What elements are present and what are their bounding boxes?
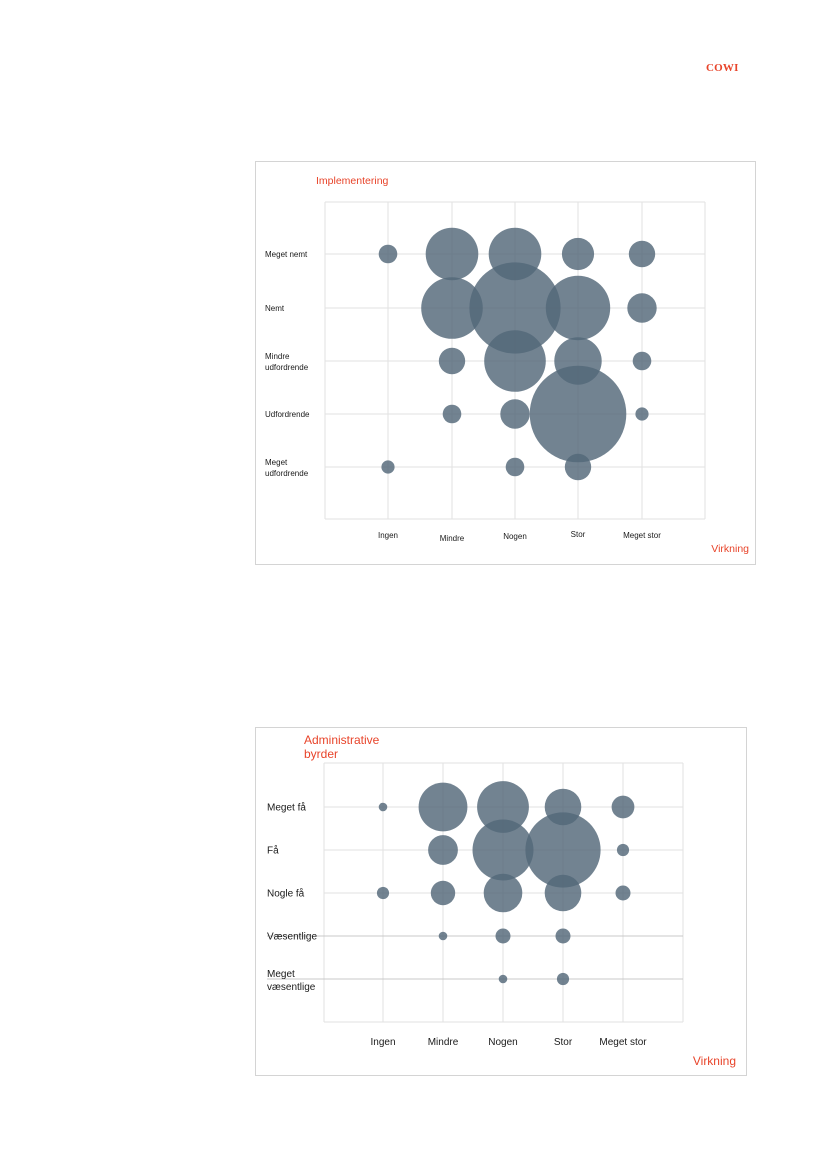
y-tick-label-meget-nemt: Meget nemt <box>265 250 308 259</box>
bubble-stor-meget-vaesentlige <box>556 972 570 986</box>
bubble-mindre-nogle-fa <box>430 880 456 906</box>
y-tick-label-nemt: Nemt <box>265 304 285 313</box>
bubble-meget-stor-mindre-udfordrende <box>632 351 652 371</box>
bubble-meget-stor-meget-fa <box>611 795 635 819</box>
bubble-meget-stor-nemt <box>627 293 657 323</box>
bubble-stor-nogle-fa <box>544 874 582 912</box>
bubble-chart-administrative-byrder: Meget få Få Nogle få Væsentlige Meget væsentl… <box>255 727 747 1076</box>
y-tick-label-udfordrende: Udfordrende <box>265 410 310 419</box>
y-axis-title: Implementering <box>316 175 389 187</box>
bubble-stor-nemt <box>545 275 611 341</box>
bubble-mindre-fa <box>428 835 458 865</box>
bubble-stor-fa <box>525 812 601 888</box>
bubble-ingen-meget-nemt <box>378 244 398 264</box>
bubble-nogen-meget-fa <box>477 781 529 833</box>
x-axis-title: Virkning <box>711 543 749 555</box>
bubble-meget-stor-udfordrende <box>635 407 649 421</box>
y-tick-label-fa: Få <box>267 845 279 857</box>
x-tick-label-mindre: Mindre <box>428 1037 459 1048</box>
x-tick-label-nogen: Nogen <box>488 1037 517 1048</box>
bubble-nogen-udfordrende <box>500 399 530 429</box>
x-axis-title: Virkning <box>693 1054 736 1068</box>
y-tick-label-vaesentlige: Væsentlige <box>267 932 317 943</box>
bubble-nogen-fa <box>472 819 534 881</box>
x-tick-label-meget-stor: Meget stor <box>599 1037 647 1048</box>
bubble-ingen-meget-udfordrende <box>381 460 395 474</box>
bubble-stor-udfordrende <box>529 365 627 463</box>
y-axis-title: Administrative byrder <box>304 733 380 761</box>
x-tick-label-meget-stor: Meget stor <box>623 531 661 540</box>
bubble-meget-stor-fa <box>616 843 630 857</box>
y-tick-label-meget-vaesentlige: Meget væsentlige <box>267 969 316 993</box>
bubble-ingen-nogle-fa <box>376 886 390 900</box>
bubble-mindre-meget-fa <box>418 782 468 832</box>
y-tick-label-meget-udfordrende: Meget udfordrende <box>265 458 309 478</box>
bubble-chart-implementering: Meget nemt Nemt Mindre udfordrende Udfordren… <box>255 161 756 565</box>
x-tick-label-stor: Stor <box>571 530 586 539</box>
chart-svg: Meget få Få Nogle få Væsentlige Meget væsentl… <box>267 733 736 1068</box>
y-tick-label-nogle-fa: Nogle få <box>267 888 305 900</box>
y-tick-label-meget-fa: Meget få <box>267 802 306 814</box>
bubble-nogen-nemt <box>469 262 561 354</box>
x-tick-label-stor: Stor <box>554 1037 573 1048</box>
x-tick-label-nogen: Nogen <box>503 532 527 541</box>
bubble-mindre-vaesentlige <box>438 931 448 941</box>
bubble-ingen-meget-fa <box>378 802 388 812</box>
bubble-mindre-nemt <box>421 277 483 339</box>
chart-svg: Meget nemt Nemt Mindre udfordrende Udfordren… <box>265 175 749 555</box>
bubble-meget-stor-meget-nemt <box>628 240 656 268</box>
bubble-meget-stor-nogle-fa <box>615 885 631 901</box>
company-logo: COWI <box>706 62 739 74</box>
bubble-nogen-meget-udfordrende <box>505 457 525 477</box>
bubble-stor-meget-nemt <box>561 237 595 271</box>
bubble-mindre-mindre-udfordrende <box>438 347 466 375</box>
y-tick-label-mindre-udfordrende: Mindre udfordrende <box>265 352 309 372</box>
x-tick-label-ingen: Ingen <box>370 1037 395 1048</box>
x-tick-label-mindre: Mindre <box>440 534 465 543</box>
bubble-mindre-meget-nemt <box>425 227 479 281</box>
bubble-nogen-mindre-udfordrende <box>484 330 546 392</box>
bubble-nogen-vaesentlige <box>495 928 511 944</box>
bubble-nogen-meget-vaesentlige <box>498 974 508 984</box>
bubble-nogen-nogle-fa <box>483 873 523 913</box>
bubble-stor-meget-udfordrende <box>564 453 592 481</box>
bubble-stor-vaesentlige <box>555 928 571 944</box>
x-tick-label-ingen: Ingen <box>378 531 398 540</box>
bubble-mindre-udfordrende <box>442 404 462 424</box>
